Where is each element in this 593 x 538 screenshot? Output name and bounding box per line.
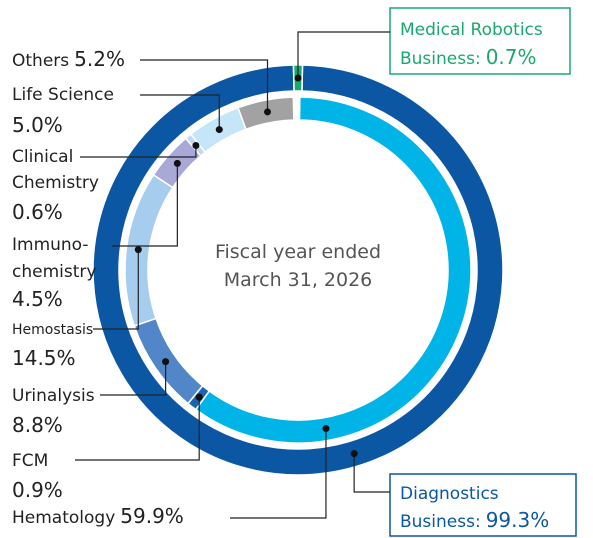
leader-dot	[215, 126, 223, 134]
leader-line	[75, 397, 200, 461]
leader-line	[297, 31, 390, 78]
label-name: Clinical	[12, 147, 73, 167]
center-label: Fiscal year ended	[215, 241, 381, 263]
label-value: 4.5%	[12, 287, 63, 311]
leader-dot	[294, 74, 302, 82]
label-name: Medical Robotics	[400, 20, 543, 40]
label-name: chemistry	[12, 262, 96, 282]
robotics-box	[389, 7, 571, 75]
label-value: 99.3%	[486, 508, 550, 532]
label-value: 8.8%	[12, 413, 63, 437]
label-name: Diagnostics	[400, 484, 499, 504]
label-name: Immuno-	[12, 235, 89, 255]
label-name: Life Science	[12, 85, 114, 105]
label-name: Others	[12, 51, 69, 71]
leader-dot	[264, 108, 272, 116]
leader-line	[100, 361, 167, 396]
label-value: 0.6%	[12, 200, 63, 224]
diagnostics-box	[389, 473, 577, 537]
leader-line	[112, 163, 178, 247]
label-value: 0.9%	[12, 478, 63, 502]
leader-dot	[162, 358, 170, 366]
leader-line	[140, 94, 220, 130]
label-value: 5.0%	[12, 113, 63, 137]
leader-dot	[192, 142, 200, 150]
label-value: 0.7%	[486, 45, 537, 69]
leader-line	[140, 59, 269, 112]
leader-line	[230, 428, 327, 519]
center-label: March 31, 2026	[224, 269, 373, 291]
leader-dot	[195, 393, 203, 401]
label-name: Chemistry	[12, 173, 99, 193]
label-name: Business:	[400, 512, 481, 532]
label-name: Hemostasis	[12, 322, 93, 338]
slice	[92, 64, 504, 476]
leader-dot	[322, 425, 330, 433]
label-name: Urinalysis	[12, 386, 95, 406]
leader-line	[93, 249, 139, 330]
label-name: FCM	[12, 451, 48, 471]
leader-dot	[350, 450, 358, 458]
leader-dot	[173, 159, 181, 167]
leader-dot	[134, 246, 142, 254]
label-value: 14.5%	[12, 346, 76, 370]
label-name: Business:	[400, 49, 481, 69]
label-value: 5.2%	[74, 47, 125, 71]
label-value: 59.9%	[120, 504, 184, 528]
leader-line	[80, 145, 197, 158]
leader-line	[353, 453, 390, 493]
label-name: Hematology	[12, 508, 115, 528]
